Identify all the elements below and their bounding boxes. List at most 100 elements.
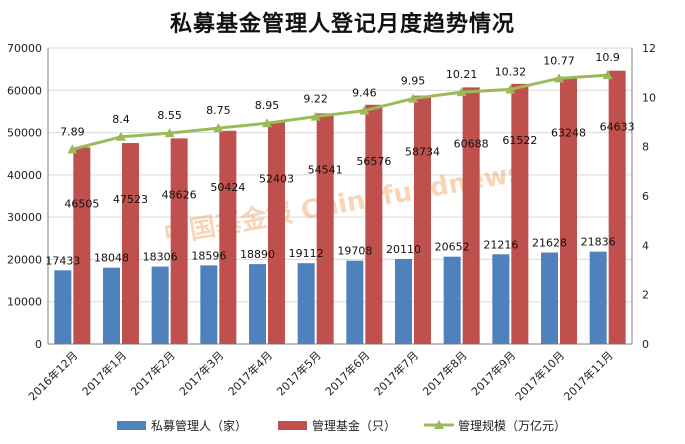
y-tick-label: 30000 — [7, 211, 42, 224]
y-tick-label: 0 — [35, 338, 42, 351]
y2-tick-label: 12 — [642, 42, 656, 55]
data-label-funds: 46505 — [64, 197, 99, 210]
bar-managers — [589, 251, 607, 344]
x-tick-label: 2016年12月 — [25, 348, 80, 403]
line-point-scale — [505, 84, 516, 94]
bar-funds — [462, 87, 480, 344]
bar-funds — [608, 70, 626, 345]
line-point-scale — [359, 105, 370, 115]
legend-marker-scale — [434, 420, 444, 429]
data-label-funds: 56576 — [356, 155, 391, 168]
data-label-managers: 21216 — [483, 238, 518, 251]
data-label-scale: 8.4 — [112, 113, 130, 126]
bar-funds — [316, 113, 334, 345]
data-label-managers: 19112 — [289, 247, 324, 260]
y2-tick-label: 2 — [642, 289, 649, 302]
line-point-scale — [116, 131, 126, 141]
bar-managers — [249, 264, 266, 344]
y-tick-label: 60000 — [7, 84, 42, 97]
data-label-managers: 18306 — [143, 251, 178, 264]
chart-title: 私募基金管理人登记月度趋势情况 — [169, 11, 515, 37]
data-label-scale: 10.21 — [446, 68, 478, 81]
data-label-funds: 47523 — [113, 193, 148, 206]
bar-funds — [365, 104, 383, 344]
bar-managers — [443, 256, 461, 344]
line-point-scale — [456, 87, 467, 97]
bar-funds — [268, 122, 285, 344]
y2-tick-label: 4 — [642, 239, 649, 252]
bar-funds — [219, 130, 237, 344]
data-label-scale: 8.55 — [157, 109, 182, 122]
y2-tick-label: 8 — [642, 141, 649, 154]
data-label-scale: 7.89 — [60, 125, 85, 138]
line-point-scale — [554, 73, 564, 83]
y-tick-label: 50000 — [7, 127, 42, 140]
bar-managers — [151, 266, 169, 344]
y2-tick-label: 6 — [642, 190, 649, 203]
data-label-funds: 63248 — [551, 127, 586, 140]
bar-managers — [54, 270, 72, 344]
data-label-managers: 21836 — [581, 236, 616, 249]
bar-funds — [414, 95, 431, 344]
y-tick-label: 10000 — [7, 296, 42, 309]
data-label-funds: 48626 — [162, 188, 197, 201]
legend-swatch-funds — [278, 421, 307, 430]
data-label-scale: 10.32 — [495, 65, 527, 78]
data-label-managers: 20110 — [386, 243, 421, 256]
bar-funds — [170, 138, 188, 344]
line-point-scale — [602, 70, 613, 80]
bar-managers — [200, 265, 218, 344]
bar-managers — [541, 252, 558, 344]
line-point-scale — [213, 123, 224, 133]
data-label-managers: 19708 — [337, 245, 372, 258]
data-label-scale: 9.46 — [352, 87, 377, 100]
line-point-scale — [67, 144, 78, 154]
legend-label-scale: 管理规模（万亿元） — [458, 418, 566, 433]
data-label-funds: 52403 — [259, 172, 294, 185]
data-label-managers: 18890 — [240, 248, 275, 261]
data-label-managers: 18596 — [191, 249, 226, 262]
data-label-funds: 61522 — [502, 134, 537, 147]
data-label-funds: 64633 — [600, 121, 635, 134]
bar-funds — [511, 83, 529, 345]
data-label-funds: 60688 — [454, 137, 489, 150]
y-tick-label: 20000 — [7, 253, 42, 266]
x-tick-label: 2017年7月 — [371, 348, 421, 398]
legend-label-managers: 私募管理人（家） — [151, 418, 247, 433]
x-tick-label: 2017年8月 — [420, 348, 470, 398]
data-label-managers: 17433 — [45, 254, 80, 267]
x-tick-label: 2017年9月 — [468, 348, 518, 398]
data-label-scale: 10.9 — [595, 51, 620, 64]
line-point-scale — [164, 128, 175, 138]
data-label-scale: 8.75 — [206, 104, 231, 117]
bar-managers — [346, 260, 364, 344]
y-tick-label: 70000 — [7, 42, 42, 55]
x-tick-label: 2017年2月 — [128, 348, 178, 398]
line-scale — [71, 73, 608, 151]
line-point-scale — [262, 118, 272, 128]
bar-managers — [492, 254, 510, 344]
bar-funds — [73, 147, 91, 344]
x-tick-label: 2017年1月 — [79, 348, 129, 398]
y2-tick-label: 0 — [642, 338, 649, 351]
x-tick-label: 2017年5月 — [274, 348, 324, 398]
bar-funds — [560, 76, 577, 344]
y-tick-label: 40000 — [7, 169, 42, 182]
bar-managers — [395, 258, 412, 344]
line-point-scale — [408, 93, 418, 103]
data-label-managers: 18048 — [94, 252, 129, 265]
data-label-scale: 9.22 — [303, 93, 328, 106]
data-label-scale: 10.77 — [543, 54, 575, 67]
y2-tick-label: 10 — [642, 91, 656, 104]
x-tick-label: 2017年4月 — [225, 348, 275, 398]
x-tick-label: 2017年10月 — [512, 348, 567, 403]
x-tick-label: 2017年6月 — [322, 348, 372, 398]
legend-swatch-managers — [117, 421, 146, 430]
line-point-scale — [310, 111, 321, 121]
x-tick-label: 2017年11月 — [561, 348, 616, 403]
x-tick-label: 2017年3月 — [176, 348, 226, 398]
data-label-funds: 58734 — [405, 146, 440, 159]
data-label-funds: 50424 — [210, 181, 245, 194]
bar-managers — [103, 267, 120, 344]
